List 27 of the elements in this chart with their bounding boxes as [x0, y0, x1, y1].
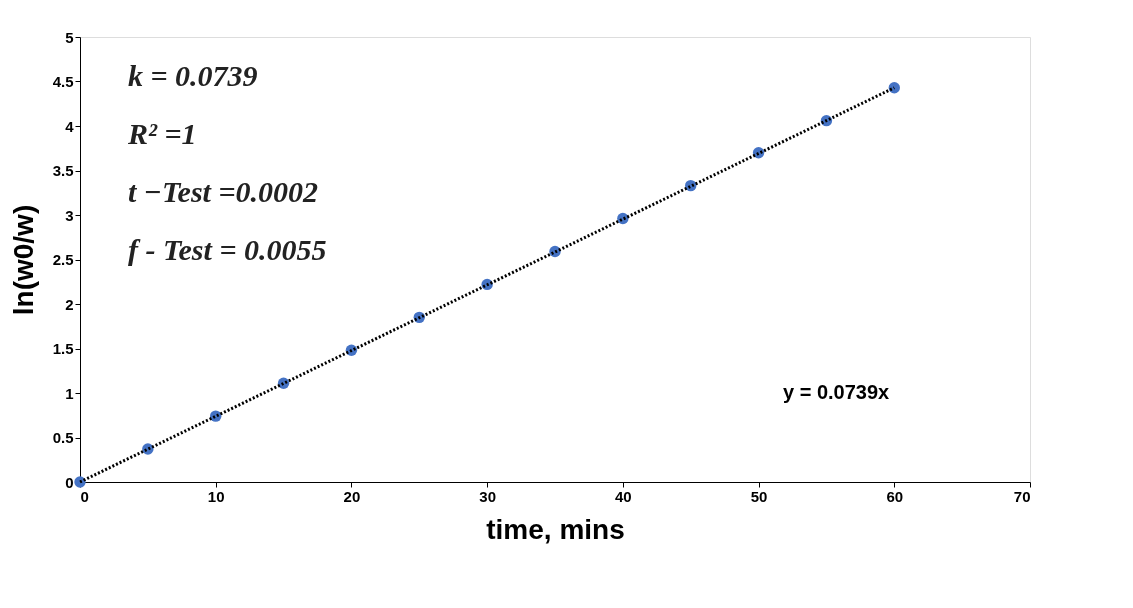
y-tick-label: 1: [65, 384, 74, 402]
y-tick-label: 3: [65, 206, 74, 224]
y-tick-label: 1.5: [52, 340, 74, 357]
y-tick-label: 4.5: [52, 73, 74, 90]
x-tick-label: 30: [479, 487, 496, 505]
annotation: t −Test =0.0002: [128, 175, 319, 208]
x-tick-label: 60: [886, 487, 904, 505]
x-tick-label: 40: [615, 487, 632, 505]
x-tick-label: 20: [343, 487, 361, 505]
y-tick-label: 0.5: [52, 429, 74, 446]
x-tick-label: 70: [1013, 487, 1031, 505]
x-tick-label: 0: [80, 487, 89, 505]
annotation: R² =1: [127, 117, 197, 150]
x-axis-title: time, mins: [486, 513, 625, 545]
annotation: k = 0.0739: [128, 59, 258, 92]
y-tick-label: 2: [65, 295, 74, 313]
x-tick-label: 50: [750, 487, 768, 505]
y-tick-label: 5: [65, 28, 74, 46]
y-tick-label: 3.5: [52, 162, 74, 179]
y-tick-label: 2.5: [52, 251, 74, 268]
y-tick-label: 0: [65, 473, 74, 491]
y-tick-label: 4: [65, 117, 75, 135]
annotation: f - Test = 0.0055: [128, 233, 327, 266]
annotation: y = 0.0739x: [783, 381, 890, 403]
y-axis-title: ln(w0/w): [7, 204, 39, 316]
point: [74, 476, 86, 488]
x-tick-label: 10: [207, 487, 225, 505]
